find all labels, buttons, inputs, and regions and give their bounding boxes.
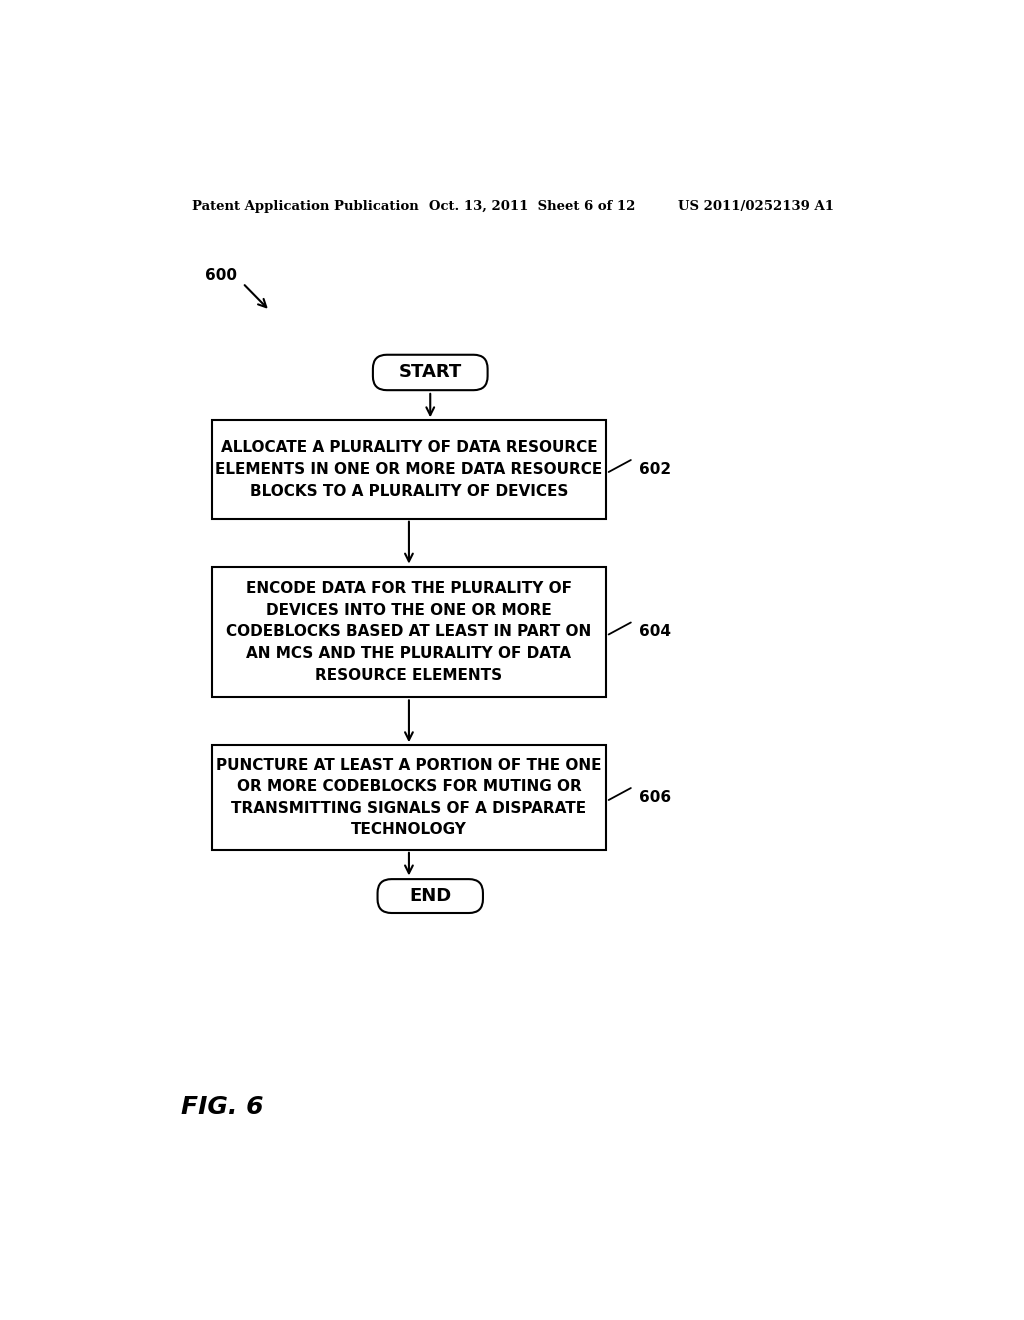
Text: 604: 604 xyxy=(640,624,672,639)
FancyBboxPatch shape xyxy=(378,879,483,913)
Bar xyxy=(212,420,606,519)
Text: 600: 600 xyxy=(206,268,238,282)
Text: Oct. 13, 2011  Sheet 6 of 12: Oct. 13, 2011 Sheet 6 of 12 xyxy=(429,199,635,213)
Text: ENCODE DATA FOR THE PLURALITY OF
DEVICES INTO THE ONE OR MORE
CODEBLOCKS BASED A: ENCODE DATA FOR THE PLURALITY OF DEVICES… xyxy=(226,581,592,682)
Text: FIG. 6: FIG. 6 xyxy=(180,1096,263,1119)
FancyBboxPatch shape xyxy=(373,355,487,391)
Text: US 2011/0252139 A1: US 2011/0252139 A1 xyxy=(678,199,835,213)
Bar xyxy=(212,744,606,850)
Text: Patent Application Publication: Patent Application Publication xyxy=(193,199,419,213)
Text: START: START xyxy=(398,363,462,381)
Bar xyxy=(212,566,606,697)
Text: PUNCTURE AT LEAST A PORTION OF THE ONE
OR MORE CODEBLOCKS FOR MUTING OR
TRANSMIT: PUNCTURE AT LEAST A PORTION OF THE ONE O… xyxy=(216,758,602,837)
Text: END: END xyxy=(410,887,452,906)
Text: 602: 602 xyxy=(640,462,672,477)
Text: 606: 606 xyxy=(640,789,672,805)
Text: ALLOCATE A PLURALITY OF DATA RESOURCE
ELEMENTS IN ONE OR MORE DATA RESOURCE
BLOC: ALLOCATE A PLURALITY OF DATA RESOURCE EL… xyxy=(215,441,602,499)
